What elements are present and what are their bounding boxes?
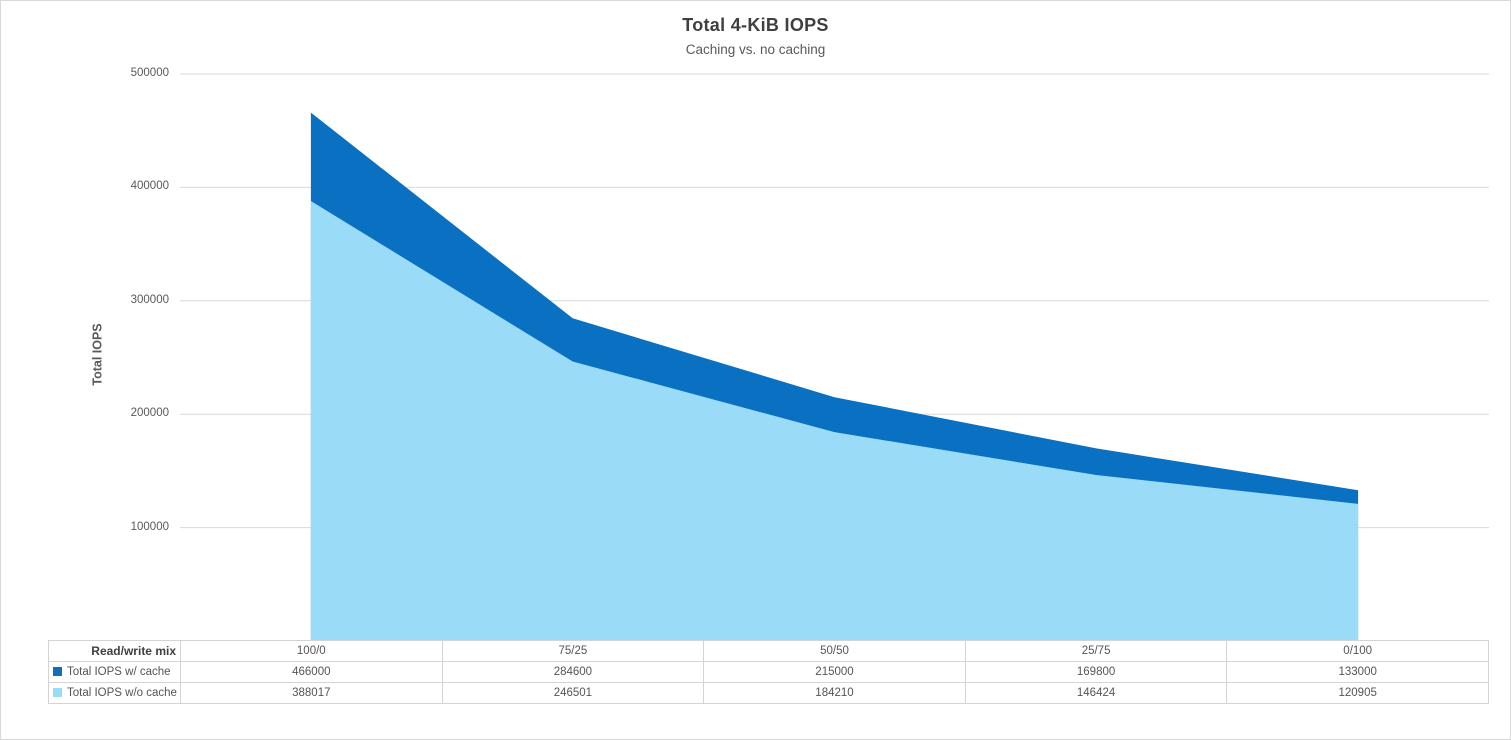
value-cell: 388017 (180, 682, 443, 704)
value-cell: 169800 (964, 661, 1228, 683)
value-cell: 246501 (441, 682, 705, 704)
y-tick-label: 400000 (130, 180, 169, 192)
chart-data-table: Read/write mix 100/0 75/25 50/50 25/75 0/100 T… (48, 640, 1489, 704)
y-tick-label: 200000 (130, 407, 169, 419)
value-cell: 184210 (703, 682, 966, 704)
category-cell: 25/75 (964, 640, 1228, 662)
value-cell: 466000 (180, 661, 443, 683)
value-cell: 146424 (964, 682, 1228, 704)
category-cell: 50/50 (703, 640, 966, 662)
table-header-row: Read/write mix 100/0 75/25 50/50 25/75 0/100 (48, 640, 1489, 662)
value-cell: 120905 (1226, 682, 1489, 704)
value-cell: 284600 (441, 661, 705, 683)
y-tick-label: 300000 (130, 294, 169, 306)
category-cell: 75/25 (441, 640, 705, 662)
table-row: Total IOPS w/ cache 466000 284600 215000 169… (48, 661, 1489, 683)
category-cell: 0/100 (1226, 640, 1489, 662)
value-cell: 133000 (1226, 661, 1489, 683)
legend-swatch-icon (53, 667, 62, 676)
chart-title: Total 4-KiB IOPS (682, 15, 829, 35)
chart-subtitle: Caching vs. no caching (685, 42, 826, 57)
y-tick-label: 500000 (130, 67, 169, 79)
table-row: Total IOPS w/o cache 388017 246501 184210 14… (48, 682, 1489, 704)
row-header-cell: Read/write mix (48, 640, 181, 662)
y-tick-label: 100000 (130, 521, 169, 533)
category-cell: 100/0 (180, 640, 443, 662)
value-cell: 215000 (703, 661, 966, 683)
series-label-cell: Total IOPS w/ cache (48, 661, 181, 683)
legend-swatch-icon (53, 688, 62, 697)
area-series-1 (310, 201, 1359, 641)
series-label-cell: Total IOPS w/o cache (48, 682, 181, 704)
